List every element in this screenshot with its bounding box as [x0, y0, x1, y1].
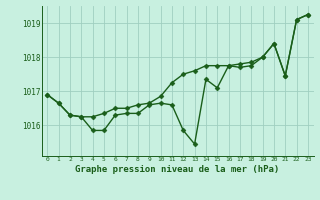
X-axis label: Graphe pression niveau de la mer (hPa): Graphe pression niveau de la mer (hPa) — [76, 165, 280, 174]
